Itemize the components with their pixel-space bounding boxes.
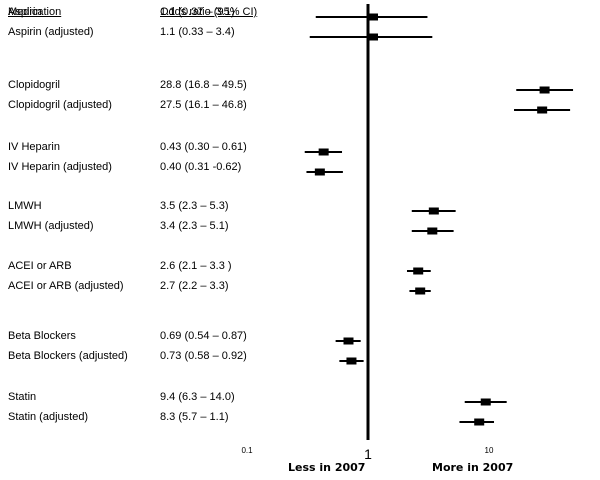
row-odds-ratio: 1.1 (0.37 – 3.1): [160, 6, 235, 18]
point-estimate: [343, 337, 354, 345]
odds-ratio-header: Odds ratio (95% CI): [160, 6, 258, 18]
less-in-2007-label: Less in 2007: [288, 461, 366, 474]
point-estimate: [314, 168, 325, 176]
more-in-2007-label: More in 2007: [432, 461, 514, 474]
point-estimate: [368, 33, 379, 41]
row-label: Statin (adjusted): [8, 411, 89, 423]
row-odds-ratio: 0.40 (0.31 -0.62): [160, 161, 242, 173]
row-odds-ratio: 27.5 (16.1 – 46.8): [160, 99, 247, 111]
row-odds-ratio: 2.7 (2.2 – 3.3): [160, 280, 229, 292]
row-label: Beta Blockers (adjusted): [8, 350, 128, 362]
tick-0-1: 0.1: [241, 446, 253, 455]
row-label: Beta Blockers: [8, 330, 76, 342]
point-estimate: [539, 86, 550, 94]
row-odds-ratio: 3.4 (2.3 – 5.1): [160, 220, 229, 232]
row-label: Aspirin (adjusted): [8, 26, 94, 38]
row-label: IV Heparin (adjusted): [8, 161, 112, 173]
row-label: Aspirin: [8, 6, 42, 18]
point-estimate: [368, 13, 379, 21]
medication-header: Medication: [8, 6, 62, 18]
row-odds-ratio: 0.69 (0.54 – 0.87): [160, 330, 247, 342]
row-label: LMWH: [8, 200, 42, 212]
point-estimate: [318, 148, 329, 156]
point-estimate: [427, 227, 438, 235]
row-label: ACEI or ARB: [8, 260, 72, 272]
row-odds-ratio: 9.4 (6.3 – 14.0): [160, 391, 235, 403]
row-label: ACEI or ARB (adjusted): [8, 280, 124, 292]
row-label: Statin: [8, 391, 37, 403]
point-estimate: [346, 357, 357, 365]
point-estimate: [537, 106, 548, 114]
row-odds-ratio: 1.1 (0.33 – 3.4): [160, 26, 235, 38]
point-estimate: [415, 287, 426, 295]
row-label: LMWH (adjusted): [8, 220, 94, 232]
row-label: Clopidogril (adjusted): [8, 99, 112, 111]
row-odds-ratio: 0.43 (0.30 – 0.61): [160, 141, 247, 153]
row-odds-ratio: 0.73 (0.58 – 0.92): [160, 350, 247, 362]
row-odds-ratio: 2.6 (2.1 – 3.3 ): [160, 260, 232, 272]
tick-1: 1: [364, 446, 372, 462]
row-odds-ratio: 8.3 (5.7 – 1.1): [160, 411, 229, 423]
row-odds-ratio: 3.5 (2.3 – 5.3): [160, 200, 229, 212]
row-label: IV Heparin: [8, 141, 60, 153]
row-label: Clopidogril: [8, 79, 60, 91]
point-estimate: [474, 418, 485, 426]
point-estimate: [413, 267, 424, 275]
point-estimate: [428, 207, 439, 215]
tick-10: 10: [484, 446, 494, 455]
point-estimate: [480, 398, 491, 406]
row-odds-ratio: 28.8 (16.8 – 49.5): [160, 79, 247, 91]
